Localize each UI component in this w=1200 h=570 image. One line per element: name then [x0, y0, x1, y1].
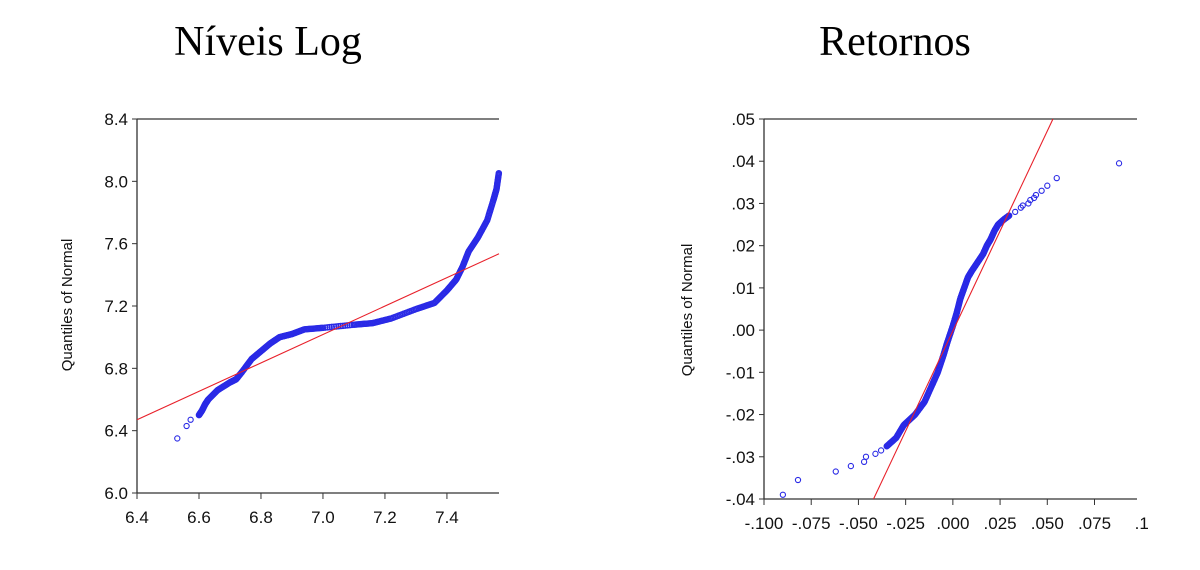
data-point: [847, 462, 855, 470]
y-tick-label: .02: [731, 237, 755, 256]
data-point: [794, 476, 802, 484]
data-point: [183, 422, 190, 430]
data-point: [1025, 200, 1032, 207]
y-tick-label: 6.8: [104, 359, 128, 378]
data-point: [832, 468, 839, 475]
y-tick-label: 7.2: [104, 297, 128, 316]
x-tick-label: -.050: [839, 514, 878, 533]
y-tick-label: -.03: [726, 448, 755, 467]
y-axis-label: Quantiles of Normal: [59, 239, 76, 372]
data-point: [860, 458, 868, 465]
x-tick-label: .025: [984, 514, 1017, 533]
x-tick-label: 7.4: [435, 508, 459, 527]
plot-retornos: -.04-.03-.02-.01.00.01.02.03.04.05-.100-…: [679, 110, 1149, 533]
data-point: [1012, 208, 1019, 216]
plot-area: [137, 169, 503, 442]
reference-line: [873, 118, 1054, 499]
x-tick-label: -.100: [745, 514, 784, 533]
y-axis-label: Quantiles of Normal: [679, 244, 696, 377]
x-tick-label: -.025: [886, 514, 925, 533]
x-tick-label: -.075: [792, 514, 831, 533]
data-point: [1115, 160, 1123, 167]
x-tick-label: .050: [1031, 514, 1064, 533]
x-tick-label: 6.4: [125, 508, 149, 527]
data-point: [1038, 187, 1045, 194]
y-tick-label: 6.4: [104, 422, 128, 441]
y-tick-label: -.02: [726, 406, 755, 425]
y-tick-label: 8.4: [104, 110, 128, 129]
y-tick-label: 7.6: [104, 235, 128, 254]
y-tick-label: .03: [731, 194, 755, 213]
y-tick-label: .04: [731, 152, 755, 171]
data-point: [779, 491, 787, 498]
x-tick-label: 6.6: [187, 508, 211, 527]
y-tick-label: .00: [731, 321, 755, 340]
data-point: [497, 170, 501, 174]
y-tick-label: .01: [731, 279, 755, 298]
plot-area: [779, 118, 1123, 499]
data-point: [1053, 174, 1060, 182]
data-point: [1019, 202, 1026, 209]
x-tick-label: 7.0: [311, 508, 335, 527]
plot-niveis-log: 6.0 6.4 6.8 7.2 7.6 8.0 8.4 6.4 6.6 6.8 7.0 7.2 7.4 Q…: [59, 110, 503, 527]
chart-title-niveis-log: Níveis Log: [174, 19, 362, 65]
x-tick-label: 7.2: [373, 508, 397, 527]
data-point: [1044, 182, 1051, 189]
y-tick-label: -.01: [726, 363, 755, 382]
x-tick-label: .075: [1078, 514, 1111, 533]
data-point: [495, 169, 503, 177]
y-tick-label: 8.0: [104, 172, 128, 191]
data-point: [862, 453, 870, 460]
x-tick-label: 6.8: [249, 508, 273, 527]
y-tick-label: 6.0: [104, 484, 128, 503]
y-tick-label: .05: [731, 110, 755, 129]
data-point: [1032, 191, 1040, 199]
data-point: [187, 416, 194, 423]
data-point: [174, 435, 181, 442]
y-tick-label: -.04: [726, 490, 755, 509]
x-tick-label: .1: [1135, 514, 1149, 533]
reference-line: [137, 253, 500, 421]
chart-title-retornos: Retornos: [819, 19, 971, 65]
x-tick-label: .000: [936, 514, 969, 533]
data-point: [1008, 214, 1011, 217]
data-point: [872, 450, 879, 457]
data-point: [877, 447, 885, 454]
